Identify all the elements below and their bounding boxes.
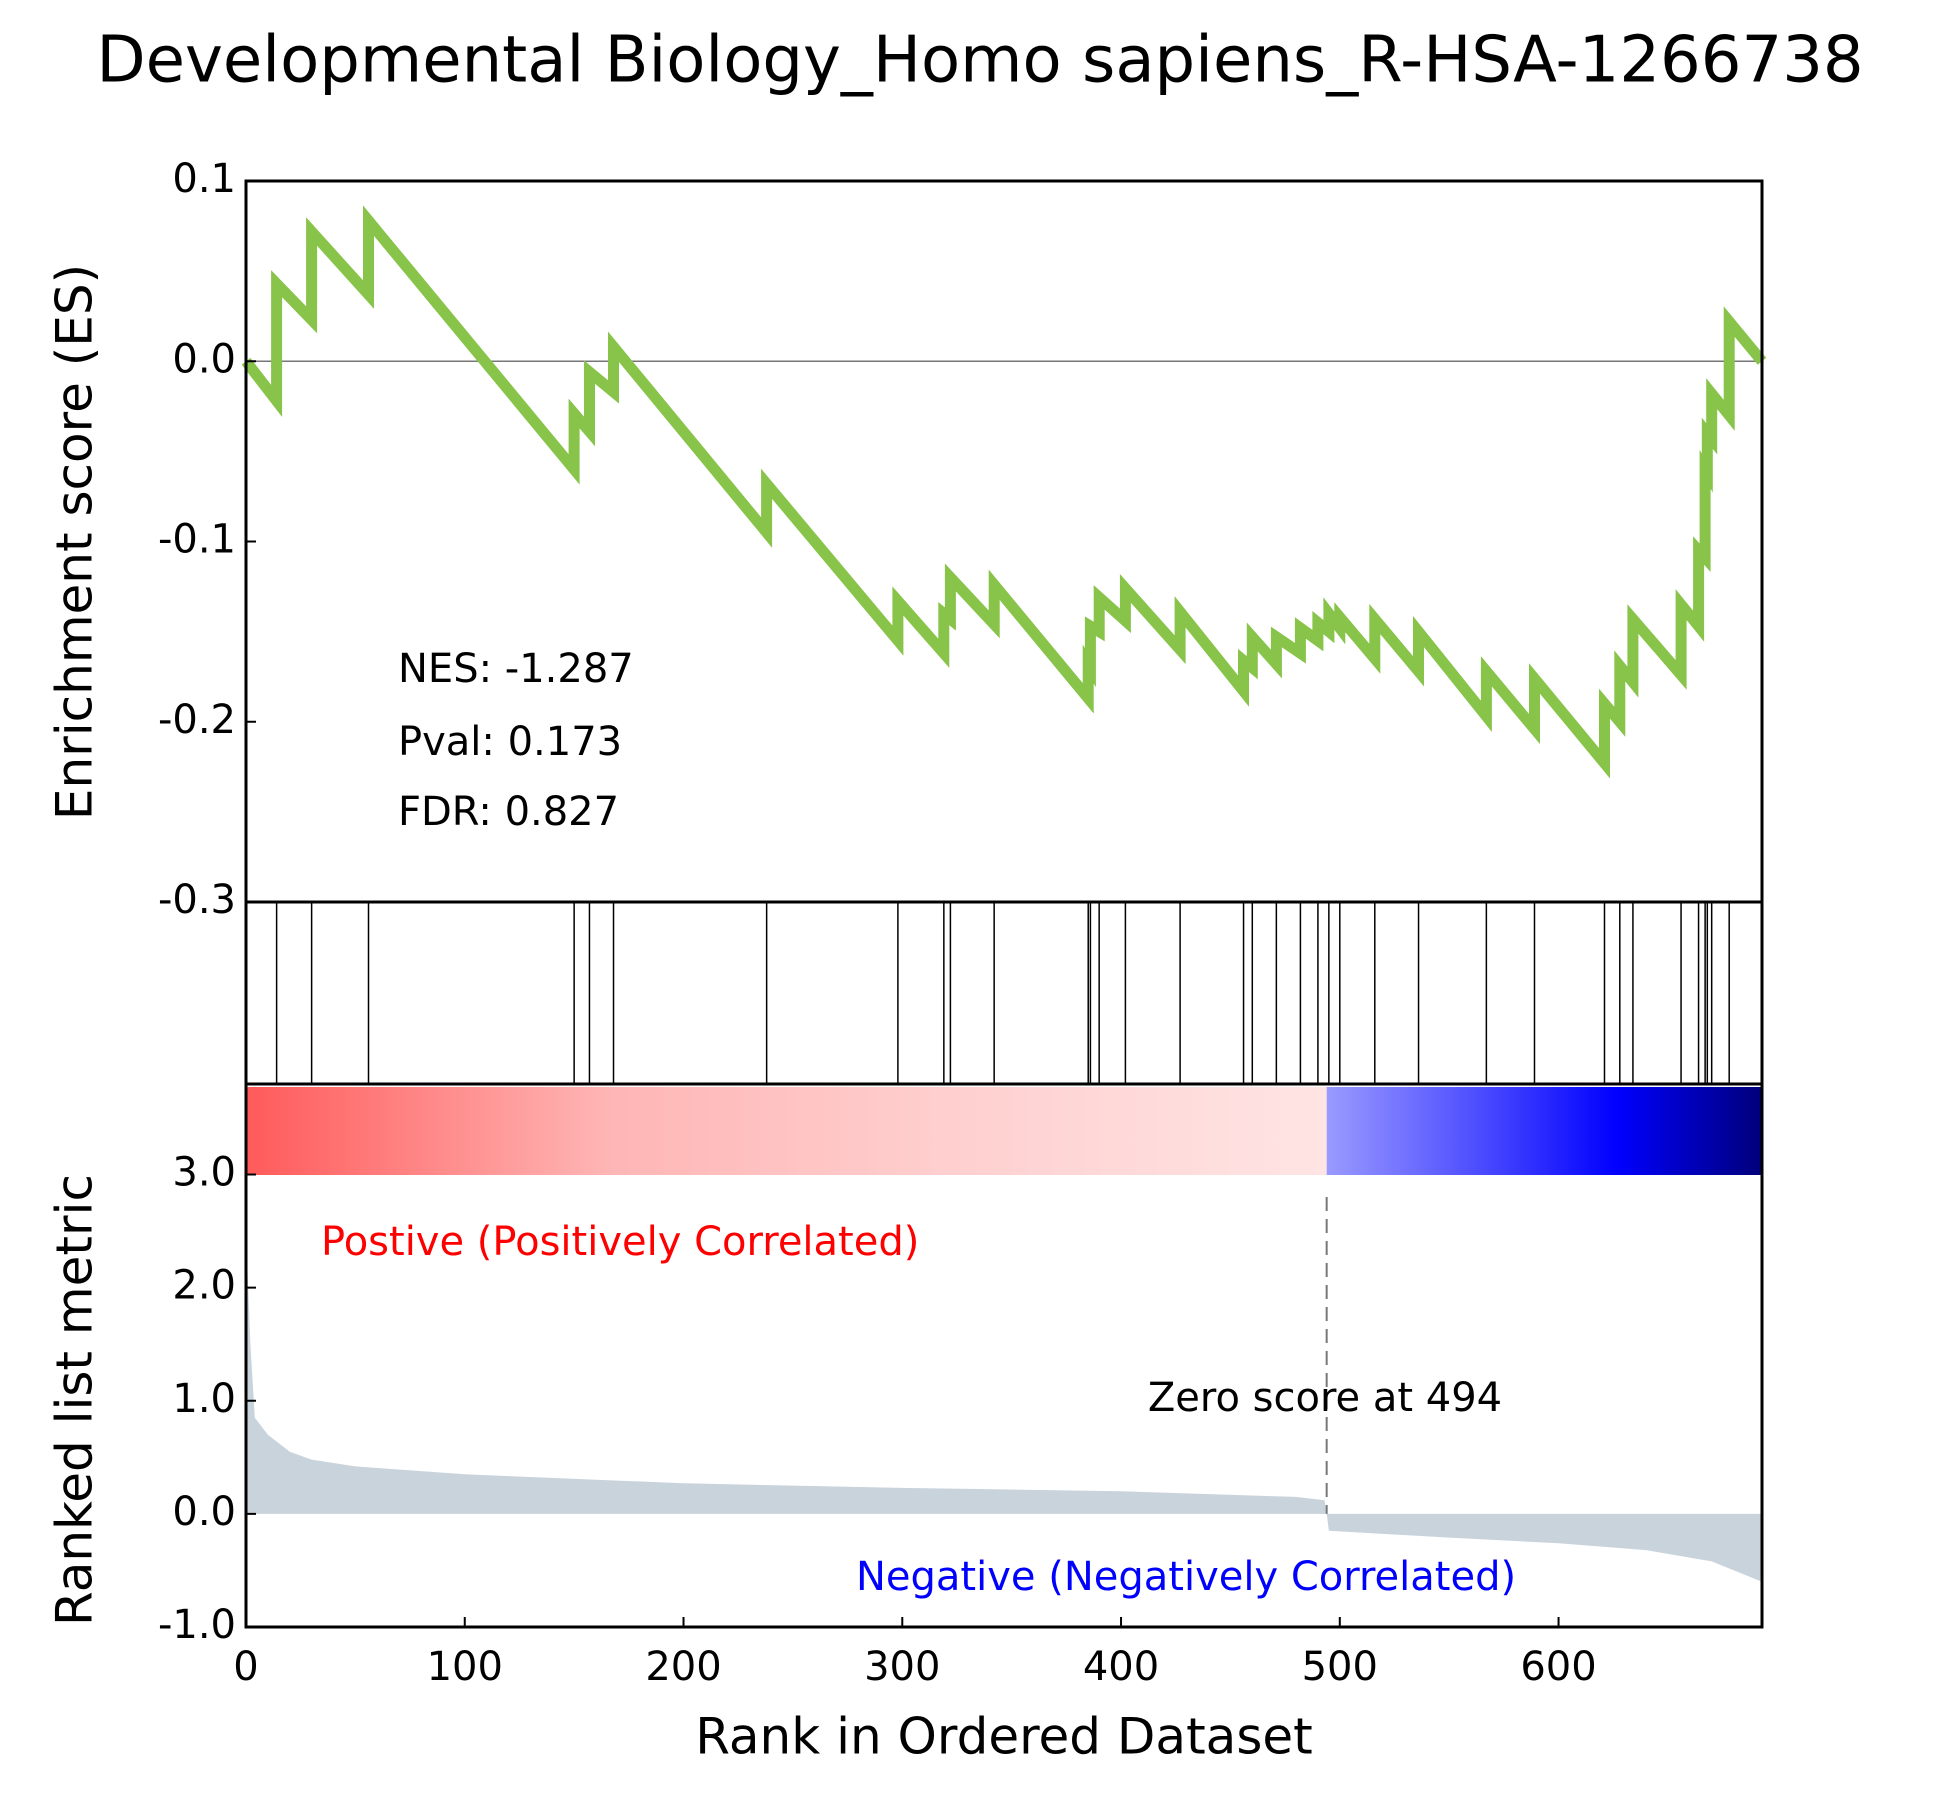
y-tick-label: 0.0 <box>172 1489 236 1535</box>
metric-area <box>246 1231 1762 1582</box>
x-tick-label: 100 <box>427 1644 503 1690</box>
y-axis-label: Ranked list metric <box>46 1174 104 1626</box>
y-tick-label: -1.0 <box>158 1602 236 1648</box>
y-tick-label: -0.2 <box>158 697 236 743</box>
stat-text: NES: -1.287 <box>398 646 634 692</box>
y-tick-label: -0.1 <box>158 517 236 563</box>
y-tick-label: 2.0 <box>172 1263 236 1309</box>
y-tick-label: 3.0 <box>172 1150 236 1196</box>
colorbar-positive <box>246 1087 1327 1175</box>
zero-label: Zero score at 494 <box>1148 1375 1502 1421</box>
x-tick-label: 600 <box>1520 1644 1596 1690</box>
stat-text: FDR: 0.827 <box>398 789 619 835</box>
y-tick-label: 0.0 <box>172 336 236 382</box>
negative-label: Negative (Negatively Correlated) <box>856 1554 1516 1600</box>
x-tick-label: 300 <box>864 1644 940 1690</box>
y-tick-label: 0.1 <box>172 156 236 202</box>
es-line <box>241 205 1767 779</box>
stat-text: Pval: 0.173 <box>398 719 622 765</box>
x-tick-label: 0 <box>233 1644 258 1690</box>
x-tick-label: 500 <box>1302 1644 1378 1690</box>
x-axis-label: Rank in Ordered Dataset <box>695 1708 1312 1766</box>
panel-frame <box>244 1082 1764 1629</box>
y-axis-label: Enrichment score (ES) <box>46 264 104 820</box>
positive-label: Postive (Positively Correlated) <box>321 1219 919 1265</box>
x-tick-label: 400 <box>1083 1644 1159 1690</box>
y-tick-label: -0.3 <box>158 877 236 923</box>
y-tick-label: 1.0 <box>172 1376 236 1422</box>
chart-title: Developmental Biology_Homo sapiens_R-HSA… <box>96 24 1863 98</box>
colorbar-negative <box>1326 1087 1762 1175</box>
x-tick-label: 200 <box>645 1644 721 1690</box>
